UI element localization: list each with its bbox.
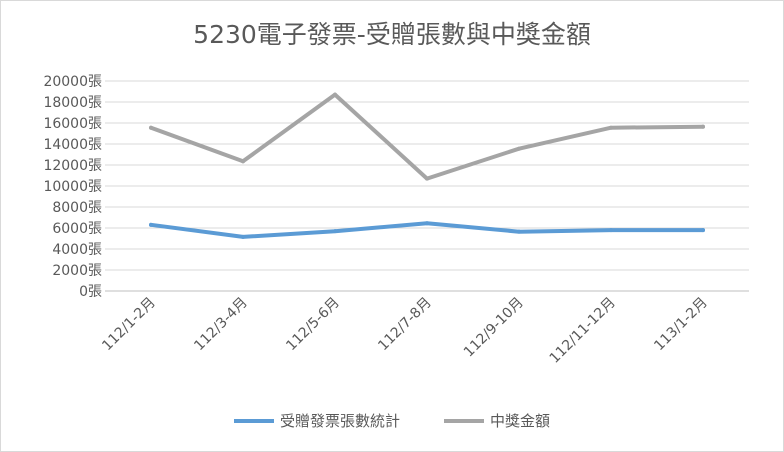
y-tick-label: 18000張: [43, 95, 102, 111]
series-line-1: [149, 221, 705, 239]
line-chart: 0張 2000張 4000張 6000張 8000張 10000張 12000張 14000張…: [43, 74, 749, 367]
y-tick-label: 6000張: [52, 221, 102, 237]
y-tick-label: 4000張: [52, 242, 102, 258]
x-tick-label: 112/11-12月: [547, 295, 619, 367]
x-tick-label: 112/7-8月: [375, 295, 435, 355]
legend-label: 受贈發票張數統計: [279, 412, 400, 430]
y-tick-label: 14000張: [43, 137, 102, 153]
series-line-2: [149, 92, 705, 181]
data-point: [333, 92, 337, 97]
data-point: [517, 146, 521, 151]
x-tick-label: 112/5-6月: [283, 295, 343, 355]
x-tick-label: 113/1-2月: [651, 295, 711, 355]
legend-label: 中獎金額: [490, 412, 551, 430]
y-tick-label: 0張: [79, 284, 102, 300]
x-tick-label: 112/3-4月: [191, 295, 251, 355]
data-point: [149, 125, 153, 130]
chart-legend: 受贈發票張數統計 中獎金額: [1, 410, 783, 431]
chart-title: 5230電子發票-受贈張數與中獎金額: [193, 20, 591, 49]
data-point: [425, 221, 429, 226]
y-tick-label: 10000張: [43, 179, 102, 195]
legend-item-1: 受贈發票張數統計: [233, 410, 400, 431]
y-tick-label: 12000張: [43, 158, 102, 174]
y-tick-label: 8000張: [52, 200, 102, 216]
y-tick-label: 16000張: [43, 116, 102, 132]
legend-item-2: 中獎金額: [444, 410, 550, 431]
data-point: [149, 222, 153, 227]
data-point: [241, 159, 245, 164]
data-point: [701, 124, 705, 129]
data-point: [609, 125, 613, 130]
data-point: [517, 229, 521, 234]
legend-swatch: [444, 418, 484, 423]
x-tick-label: 112/9-10月: [461, 295, 527, 361]
data-point: [333, 229, 337, 234]
data-point: [425, 176, 429, 181]
data-point: [241, 234, 245, 239]
x-tick-label: 112/1-2月: [99, 295, 159, 355]
data-point: [609, 228, 613, 233]
legend-swatch: [233, 418, 274, 423]
y-tick-label: 2000張: [52, 263, 102, 279]
y-tick-label: 20000張: [43, 74, 102, 90]
data-point: [701, 228, 705, 233]
